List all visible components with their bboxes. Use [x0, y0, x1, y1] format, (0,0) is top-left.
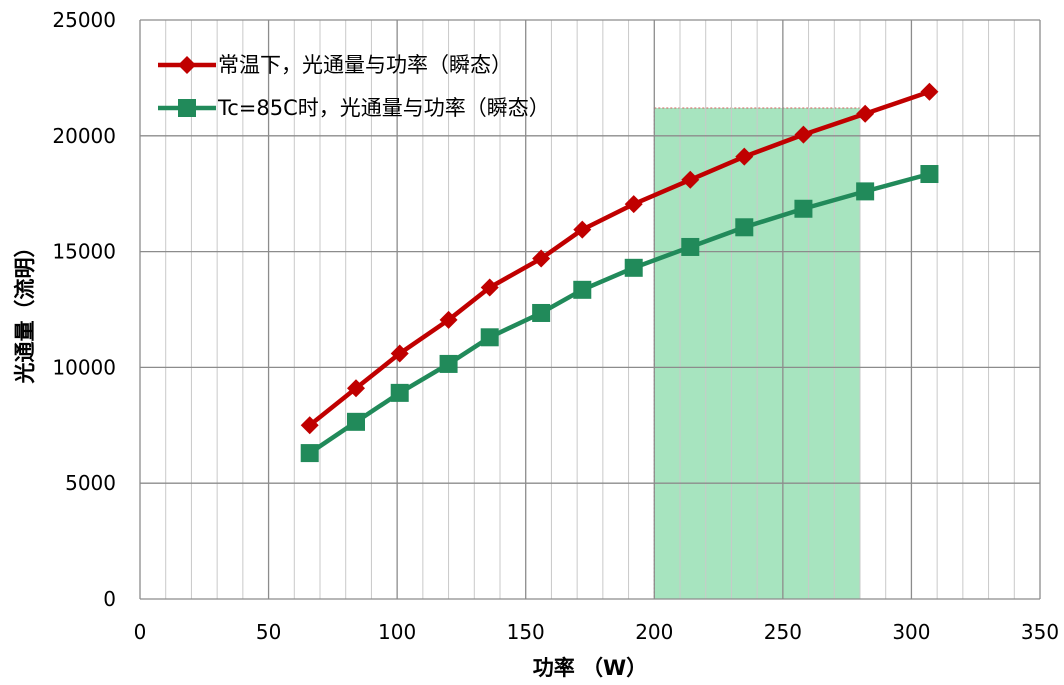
data-point — [856, 104, 875, 123]
data-point — [573, 280, 592, 299]
x-tick-label: 250 — [764, 620, 802, 644]
data-point — [532, 249, 551, 268]
legend: 常温下，光通量与功率（瞬态） Tc=85C时，光通量与功率（瞬态） — [158, 53, 550, 120]
y-tick-label: 0 — [103, 587, 116, 611]
plot-area — [140, 20, 1040, 599]
y-tick-label: 20000 — [52, 124, 116, 148]
x-tick-label: 350 — [1021, 620, 1059, 644]
legend-label: 常温下，光通量与功率（瞬态） — [218, 53, 512, 77]
data-point — [794, 199, 813, 218]
x-tick-labels: 0 50 100 150 200 250 300 350 — [134, 620, 1059, 644]
data-point — [532, 303, 551, 322]
legend-label: Tc=85C时，光通量与功率（瞬态） — [217, 96, 550, 120]
data-point — [439, 310, 458, 329]
data-point — [347, 379, 365, 398]
data-point — [300, 416, 319, 435]
x-tick-label: 200 — [635, 620, 673, 644]
data-point — [480, 278, 499, 297]
y-tick-label: 10000 — [52, 355, 116, 379]
y-tick-labels: 0 5000 10000 15000 20000 25000 — [52, 8, 116, 611]
x-tick-label: 300 — [892, 620, 930, 644]
data-point — [681, 237, 700, 256]
data-point — [573, 220, 592, 239]
x-axis-title: 功率 （W） — [533, 656, 647, 680]
series-layer — [300, 82, 939, 463]
x-tick-label: 100 — [378, 620, 416, 644]
data-point — [681, 170, 700, 189]
data-point — [794, 125, 813, 144]
x-tick-label: 50 — [256, 620, 281, 644]
legend-marker — [178, 99, 196, 117]
data-point — [480, 328, 499, 347]
series-1 — [300, 82, 939, 435]
data-point — [300, 444, 319, 463]
legend-item-1: 常温下，光通量与功率（瞬态） — [158, 53, 512, 77]
y-tick-label: 15000 — [52, 240, 116, 264]
data-point — [390, 383, 409, 402]
major-gridlines — [139, 19, 1041, 600]
data-point — [735, 147, 754, 166]
x-tick-label: 150 — [507, 620, 545, 644]
data-point — [390, 344, 409, 363]
data-point — [347, 412, 365, 431]
minor-gridlines — [165, 20, 1015, 599]
series-2 — [300, 165, 939, 463]
legend-marker — [178, 56, 196, 74]
y-axis-title: 光通量（流明） — [13, 237, 37, 385]
x-tick-label: 0 — [134, 620, 147, 644]
data-point — [920, 165, 939, 184]
data-point — [920, 82, 939, 101]
y-tick-label: 25000 — [52, 8, 116, 32]
data-point — [439, 354, 458, 373]
data-point — [735, 218, 754, 237]
data-point — [624, 258, 643, 277]
data-point — [624, 195, 643, 214]
data-point — [856, 182, 875, 201]
plot-background — [140, 20, 1040, 599]
y-tick-label: 5000 — [65, 471, 116, 495]
legend-item-2: Tc=85C时，光通量与功率（瞬态） — [158, 96, 550, 120]
